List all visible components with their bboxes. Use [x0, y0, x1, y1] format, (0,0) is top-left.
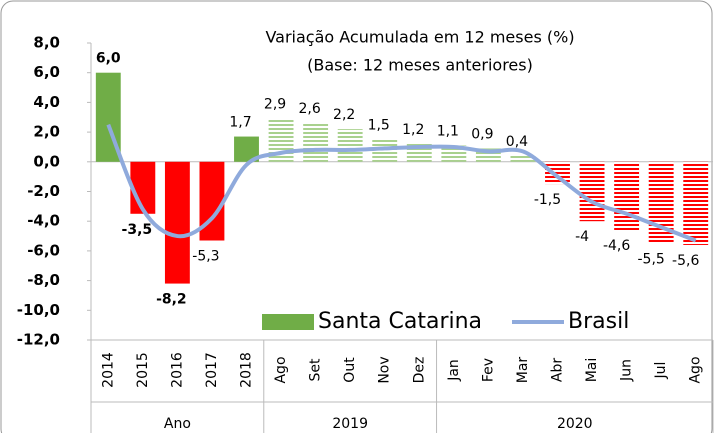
data-label: 0,4 [506, 134, 528, 150]
x-tick-label: Jun [619, 359, 635, 382]
legend-swatch [262, 314, 314, 330]
data-label: 1,7 [229, 115, 251, 131]
data-label: -4,6 [603, 238, 630, 254]
bar [164, 161, 190, 284]
x-tick-label: Out [342, 357, 358, 383]
x-tick-label: 2014 [100, 352, 116, 388]
data-label: -5,6 [672, 253, 699, 269]
data-label: -4 [575, 229, 589, 245]
legend-label: Santa Catarina [318, 309, 482, 334]
y-tick-label: 4,0 [33, 93, 60, 111]
bar [372, 139, 398, 162]
bar [683, 161, 709, 245]
x-tick-label: Jul [653, 362, 669, 380]
y-tick-label: -10,0 [17, 301, 60, 319]
x-tick-label: 2015 [135, 352, 151, 388]
x-tick-label: Abr [550, 358, 566, 382]
x-tick-label: Jan [446, 359, 462, 382]
data-label: -8,2 [156, 292, 187, 308]
bar [510, 155, 536, 162]
bar [614, 161, 640, 231]
data-label: -5,3 [192, 249, 219, 265]
bar [303, 123, 329, 162]
x-tick-label: Fev [480, 358, 496, 382]
bar [579, 161, 605, 222]
bar [337, 129, 363, 162]
x-tick-label: Ago [688, 356, 704, 383]
y-tick-label: -6,0 [27, 241, 60, 259]
group-label: 2020 [557, 416, 593, 432]
data-label: -1,5 [534, 192, 561, 208]
data-label: 1,5 [368, 118, 390, 134]
x-tick-label: Mar [515, 357, 531, 384]
y-tick-label: 2,0 [33, 123, 60, 141]
group-label: Ano [164, 416, 191, 432]
x-tick-label: Set [308, 358, 324, 382]
chart-subtitle: (Base: 12 meses anteriores) [307, 56, 533, 75]
data-label: 6,0 [96, 51, 121, 67]
data-label: 1,2 [402, 122, 424, 138]
line [106, 123, 697, 243]
y-tick-label: 0,0 [33, 152, 60, 170]
x-tick-label: 2018 [239, 352, 255, 388]
group-label: 2019 [332, 416, 368, 432]
y-tick-label: 8,0 [33, 34, 60, 52]
y-tick-label: -12,0 [17, 331, 60, 349]
data-label: 2,6 [298, 101, 320, 117]
data-label: 2,2 [333, 107, 355, 123]
y-tick-label: 6,0 [33, 63, 60, 81]
x-tick-label: 2016 [169, 352, 185, 388]
x-tick-label: Nov [377, 356, 393, 383]
x-tick-label: Mai [584, 358, 600, 383]
data-label: -5,5 [638, 251, 665, 267]
data-label: -3,5 [122, 222, 153, 238]
chart-title: Variação Acumulada em 12 meses (%) [265, 28, 574, 47]
x-tick-label: 2017 [204, 352, 220, 388]
x-tick-label: Ago [273, 356, 289, 383]
data-label: 1,1 [437, 123, 459, 139]
y-tick-label: -2,0 [27, 182, 60, 200]
y-tick-label: -4,0 [27, 212, 60, 230]
legend-label: Brasil [568, 309, 629, 334]
data-label: 2,9 [264, 97, 286, 113]
x-tick-label: Dez [411, 357, 427, 384]
bar [545, 161, 570, 185]
data-label: 0,9 [471, 126, 493, 142]
y-tick-label: -8,0 [27, 271, 60, 289]
